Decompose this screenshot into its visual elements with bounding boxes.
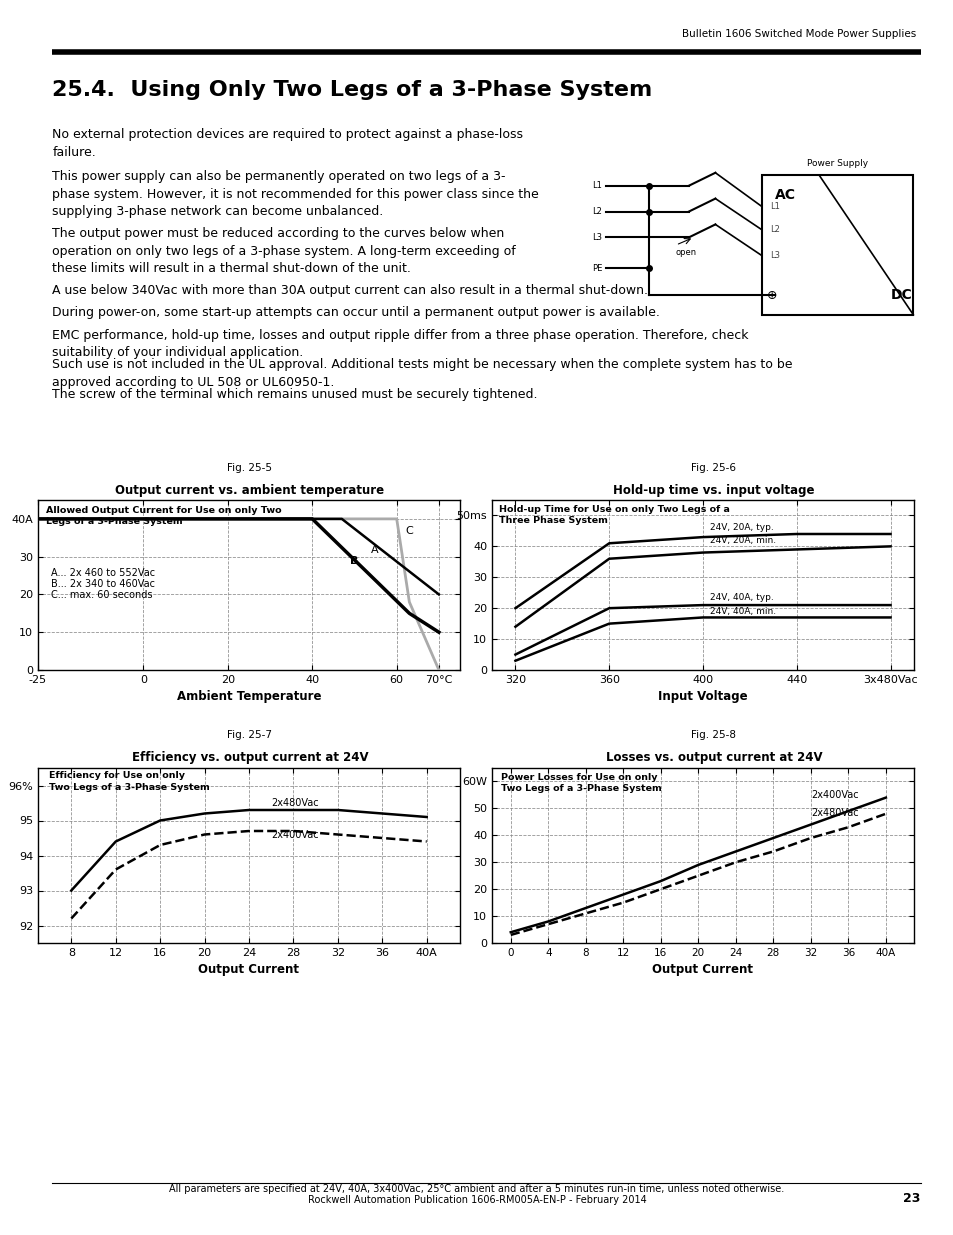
Text: L1: L1 (769, 201, 779, 211)
Text: L2: L2 (769, 225, 779, 235)
Text: B: B (350, 556, 358, 566)
Text: Such use is not included in the UL approval. Additional tests might be necessary: Such use is not included in the UL appro… (52, 358, 792, 389)
Text: 24V, 20A, min.: 24V, 20A, min. (709, 536, 776, 545)
Text: AC: AC (774, 188, 795, 203)
Text: During power-on, some start-up attempts can occur until a permanent output power: During power-on, some start-up attempts … (52, 306, 659, 320)
Text: Power Losses for Use on only
Two Legs of a 3-Phase System: Power Losses for Use on only Two Legs of… (501, 773, 661, 793)
X-axis label: Ambient Temperature: Ambient Temperature (176, 690, 321, 704)
X-axis label: Output Current: Output Current (652, 963, 753, 977)
Text: Power Supply: Power Supply (806, 158, 867, 168)
Text: 2x480Vac: 2x480Vac (810, 809, 858, 819)
Text: Fig. 25-8: Fig. 25-8 (691, 730, 736, 740)
Text: A... 2x 460 to 552Vac: A... 2x 460 to 552Vac (51, 568, 154, 578)
Text: 24V, 40A, typ.: 24V, 40A, typ. (709, 593, 773, 601)
Bar (760, 175, 912, 315)
Text: Allowed Output Current for Use on only Two
Legs of a 3-Phase System: Allowed Output Current for Use on only T… (47, 505, 282, 526)
Text: Efficiency vs. output current at 24V: Efficiency vs. output current at 24V (132, 751, 368, 764)
Text: Losses vs. output current at 24V: Losses vs. output current at 24V (605, 751, 821, 764)
Text: No external protection devices are required to protect against a phase-loss
fail: No external protection devices are requi… (52, 128, 523, 159)
Text: The screw of the terminal which remains unused must be securely tightened.: The screw of the terminal which remains … (52, 388, 537, 401)
Text: L3: L3 (769, 251, 779, 259)
Text: 2x400Vac: 2x400Vac (271, 830, 318, 840)
X-axis label: Output Current: Output Current (198, 963, 299, 977)
Text: Hold-up time vs. input voltage: Hold-up time vs. input voltage (613, 484, 814, 496)
Text: C... max. 60 seconds: C... max. 60 seconds (51, 590, 152, 600)
Text: Rockwell Automation Publication 1606-RM005A-EN-P - February 2014: Rockwell Automation Publication 1606-RM0… (307, 1195, 646, 1205)
Text: B... 2x 340 to 460Vac: B... 2x 340 to 460Vac (51, 579, 154, 589)
Text: EMC performance, hold-up time, losses and output ripple differ from a three phas: EMC performance, hold-up time, losses an… (52, 329, 748, 359)
Text: Bulletin 1606 Switched Mode Power Supplies: Bulletin 1606 Switched Mode Power Suppli… (680, 28, 915, 38)
Text: Hold-up Time for Use on only Two Legs of a
Three Phase System: Hold-up Time for Use on only Two Legs of… (498, 505, 729, 525)
Text: 24V, 40A, min.: 24V, 40A, min. (709, 606, 776, 616)
Text: Output current vs. ambient temperature: Output current vs. ambient temperature (115, 484, 384, 496)
Text: A use below 340Vac with more than 30A output current can also result in a therma: A use below 340Vac with more than 30A ou… (52, 284, 648, 298)
Text: ⊕: ⊕ (766, 289, 777, 303)
Text: 2x480Vac: 2x480Vac (271, 799, 318, 809)
Text: L1: L1 (591, 182, 601, 190)
Text: Fig. 25-6: Fig. 25-6 (691, 463, 736, 473)
Text: DC: DC (889, 288, 911, 301)
Text: 25.4.  Using Only Two Legs of a 3-Phase System: 25.4. Using Only Two Legs of a 3-Phase S… (52, 80, 652, 100)
Text: Efficiency for Use on only
Two Legs of a 3-Phase System: Efficiency for Use on only Two Legs of a… (49, 772, 210, 792)
Text: All parameters are specified at 24V, 40A, 3x400Vac, 25°C ambient and after a 5 m: All parameters are specified at 24V, 40A… (170, 1184, 783, 1194)
Text: The output power must be reduced according to the curves below when
operation on: The output power must be reduced accordi… (52, 227, 516, 275)
Text: 23: 23 (902, 1192, 920, 1205)
Text: C: C (405, 526, 413, 536)
Text: This power supply can also be permanently operated on two legs of a 3-
phase sys: This power supply can also be permanentl… (52, 170, 538, 219)
Text: open: open (675, 248, 697, 257)
X-axis label: Input Voltage: Input Voltage (658, 690, 747, 704)
Text: 2x400Vac: 2x400Vac (810, 789, 858, 799)
Text: PE: PE (591, 264, 601, 273)
Text: L2: L2 (591, 207, 601, 216)
Text: A: A (371, 545, 378, 555)
Text: 24V, 20A, typ.: 24V, 20A, typ. (709, 524, 773, 532)
Text: Fig. 25-7: Fig. 25-7 (227, 730, 273, 740)
Text: Fig. 25-5: Fig. 25-5 (227, 463, 273, 473)
Text: L3: L3 (591, 233, 601, 242)
